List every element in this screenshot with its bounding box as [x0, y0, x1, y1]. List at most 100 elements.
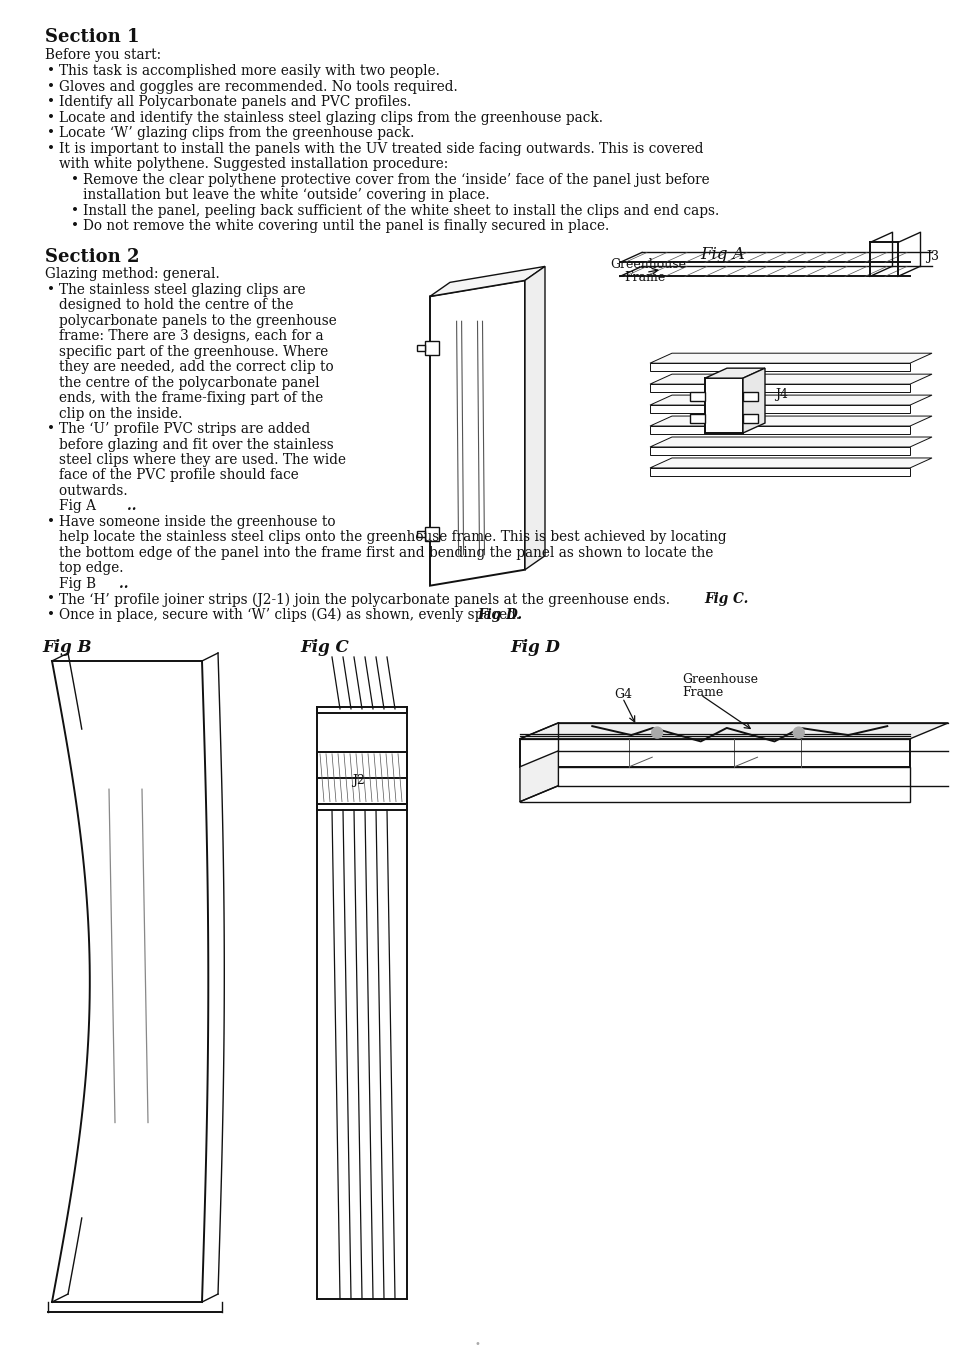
Polygon shape — [689, 413, 704, 423]
Text: polycarbonate panels to the greenhouse: polycarbonate panels to the greenhouse — [59, 313, 336, 328]
Text: Before you start:: Before you start: — [45, 47, 161, 62]
Text: Fig C.: Fig C. — [703, 592, 747, 607]
Polygon shape — [649, 458, 931, 467]
Text: Have someone inside the greenhouse to: Have someone inside the greenhouse to — [59, 515, 335, 528]
Polygon shape — [649, 447, 909, 455]
Polygon shape — [649, 416, 931, 426]
Text: The ‘H’ profile joiner strips (J2-1) join the polycarbonate panels at the greenh: The ‘H’ profile joiner strips (J2-1) joi… — [59, 592, 674, 607]
Text: installation but leave the white ‘outside’ covering in place.: installation but leave the white ‘outsid… — [83, 188, 489, 203]
Text: Frame: Frame — [623, 272, 664, 284]
Text: designed to hold the centre of the: designed to hold the centre of the — [59, 299, 294, 312]
Polygon shape — [417, 531, 425, 536]
Text: Fig B: Fig B — [42, 639, 91, 657]
Polygon shape — [689, 392, 704, 401]
Polygon shape — [316, 751, 407, 804]
Text: with white polythene. Suggested installation procedure:: with white polythene. Suggested installa… — [59, 157, 448, 172]
Text: Identify all Polycarbonate panels and PVC profiles.: Identify all Polycarbonate panels and PV… — [59, 96, 411, 109]
Text: the bottom edge of the panel into the frame first and bending the panel as shown: the bottom edge of the panel into the fr… — [59, 546, 713, 559]
Text: clip on the inside.: clip on the inside. — [59, 407, 182, 420]
Text: Fig B: Fig B — [59, 577, 96, 590]
Text: G4: G4 — [614, 688, 632, 701]
Text: they are needed, add the correct clip to: they are needed, add the correct clip to — [59, 361, 334, 374]
Text: Locate and identify the stainless steel glazing clips from the greenhouse pack.: Locate and identify the stainless steel … — [59, 111, 602, 124]
Polygon shape — [649, 467, 909, 476]
Text: J4: J4 — [774, 388, 787, 401]
Text: •: • — [71, 204, 79, 218]
Text: The stainless steel glazing clips are: The stainless steel glazing clips are — [59, 282, 305, 297]
Text: Section 1: Section 1 — [45, 28, 139, 46]
Polygon shape — [704, 369, 764, 378]
Text: Greenhouse: Greenhouse — [609, 258, 685, 272]
Text: frame: There are 3 designs, each for a: frame: There are 3 designs, each for a — [59, 330, 323, 343]
Text: •: • — [47, 111, 55, 124]
Polygon shape — [742, 369, 764, 434]
Polygon shape — [417, 346, 425, 351]
Text: •: • — [71, 219, 79, 232]
Polygon shape — [519, 723, 947, 739]
Text: •: • — [47, 608, 55, 621]
Text: •: • — [47, 96, 55, 109]
Text: the centre of the polycarbonate panel: the centre of the polycarbonate panel — [59, 376, 319, 389]
Text: Do not remove the white covering until the panel is finally secured in place.: Do not remove the white covering until t… — [83, 219, 609, 232]
Polygon shape — [519, 767, 909, 801]
Polygon shape — [524, 266, 544, 570]
Text: before glazing and fit over the stainless: before glazing and fit over the stainles… — [59, 438, 334, 451]
Text: •: • — [47, 592, 55, 607]
Text: Fig A: Fig A — [59, 500, 96, 513]
Text: Once in place, secure with ‘W’ clips (G4) as shown, evenly spaced.: Once in place, secure with ‘W’ clips (G4… — [59, 608, 524, 621]
Polygon shape — [649, 426, 909, 434]
Polygon shape — [649, 384, 909, 392]
Text: This task is accomplished more easily with two people.: This task is accomplished more easily wi… — [59, 65, 439, 78]
Text: Locate ‘W’ glazing clips from the greenhouse pack.: Locate ‘W’ glazing clips from the greenh… — [59, 126, 414, 141]
Polygon shape — [704, 378, 742, 434]
Text: Fig D.: Fig D. — [476, 608, 521, 621]
Polygon shape — [649, 363, 909, 372]
Text: •: • — [47, 282, 55, 297]
Text: J2: J2 — [352, 774, 364, 786]
Text: It is important to install the panels with the UV treated side facing outwards. : It is important to install the panels wi… — [59, 142, 702, 155]
Polygon shape — [519, 751, 558, 801]
Text: Fig D: Fig D — [510, 639, 559, 657]
Text: •: • — [47, 515, 55, 528]
Polygon shape — [430, 281, 524, 586]
Polygon shape — [649, 394, 931, 405]
Polygon shape — [425, 342, 439, 355]
Polygon shape — [425, 527, 439, 540]
Polygon shape — [649, 405, 909, 413]
Text: Fig C: Fig C — [299, 639, 349, 657]
Text: steel clips where they are used. The wide: steel clips where they are used. The wid… — [59, 453, 346, 467]
Text: specific part of the greenhouse. Where: specific part of the greenhouse. Where — [59, 345, 328, 359]
Text: Greenhouse: Greenhouse — [681, 673, 758, 686]
Polygon shape — [742, 392, 758, 401]
Text: outwards.: outwards. — [59, 484, 132, 499]
Text: •: • — [47, 142, 55, 155]
Text: Section 2: Section 2 — [45, 249, 139, 266]
Text: •: • — [71, 173, 79, 186]
Text: ends, with the frame-fixing part of the: ends, with the frame-fixing part of the — [59, 390, 323, 405]
Text: top edge.: top edge. — [59, 561, 128, 576]
Polygon shape — [649, 353, 931, 363]
Polygon shape — [430, 266, 544, 296]
Text: The ‘U’ profile PVC strips are added: The ‘U’ profile PVC strips are added — [59, 422, 310, 436]
Circle shape — [651, 727, 662, 738]
Text: Glazing method: general.: Glazing method: general. — [45, 267, 219, 281]
Circle shape — [793, 727, 803, 738]
Text: J3: J3 — [925, 250, 938, 263]
Polygon shape — [649, 374, 931, 384]
Text: Gloves and goggles are recommended. No tools required.: Gloves and goggles are recommended. No t… — [59, 80, 457, 93]
Polygon shape — [519, 739, 909, 767]
Text: •: • — [474, 1339, 479, 1348]
Text: •: • — [47, 422, 55, 436]
Text: ..: .. — [127, 500, 136, 513]
Polygon shape — [649, 436, 931, 447]
Text: Remove the clear polythene protective cover from the ‘inside’ face of the panel : Remove the clear polythene protective co… — [83, 173, 709, 186]
Text: ..: .. — [119, 577, 129, 590]
Text: Install the panel, peeling back sufficient of the white sheet to install the cli: Install the panel, peeling back sufficie… — [83, 204, 719, 218]
Text: •: • — [47, 126, 55, 141]
Polygon shape — [742, 413, 758, 423]
Text: Fig A: Fig A — [700, 246, 744, 263]
Text: help locate the stainless steel clips onto the greenhouse frame. This is best ac: help locate the stainless steel clips on… — [59, 531, 726, 544]
Text: face of the PVC profile should face: face of the PVC profile should face — [59, 469, 298, 482]
Text: •: • — [47, 65, 55, 78]
Text: •: • — [47, 80, 55, 93]
